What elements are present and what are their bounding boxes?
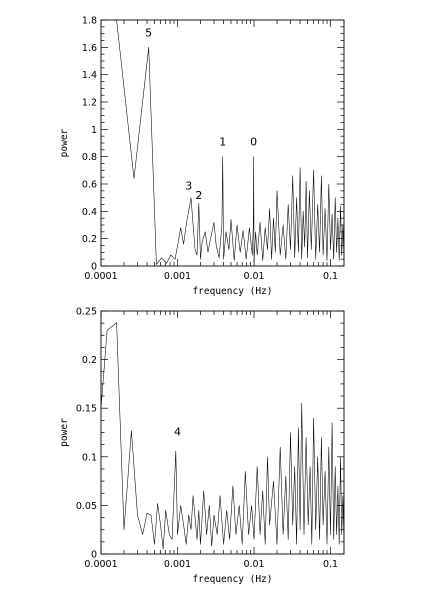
y-tick-label: 0.4 bbox=[82, 207, 97, 218]
y-tick-label: 0.1 bbox=[82, 452, 97, 463]
peak-label: 4 bbox=[174, 425, 181, 438]
y-tick-label: 0.8 bbox=[82, 152, 97, 163]
x-axis-title: frequency (Hz) bbox=[192, 286, 272, 297]
chart-top: 0.0001 0.001 0.01 0.1 0 0.2 0.4 0.6 0.8 1 1.2 1.4 1.… bbox=[59, 16, 345, 297]
y-tick-label: 0 bbox=[91, 550, 97, 561]
y-axis-title: power bbox=[59, 128, 70, 157]
peak-label: 3 bbox=[185, 179, 192, 192]
y-tick-label: 0.2 bbox=[82, 234, 97, 245]
y-axis-title: power bbox=[59, 418, 70, 447]
y-tick-label: 0.2 bbox=[82, 355, 97, 366]
x-tick-label: 0.1 bbox=[323, 559, 338, 570]
power-spectrum-line bbox=[116, 20, 344, 265]
y-tick-label: 1.8 bbox=[82, 16, 97, 27]
plot-frame bbox=[100, 310, 345, 555]
chart-bottom: 0.0001 0.001 0.01 0.1 0 0.05 0.1 0.15 0.2 0.25 fre… bbox=[59, 307, 345, 585]
peak-label: 5 bbox=[145, 26, 152, 39]
y-tick-label: 1.4 bbox=[82, 70, 97, 81]
x-tick-label: 0.01 bbox=[243, 271, 264, 282]
y-tick-label: 0.15 bbox=[76, 404, 97, 415]
y-tick-label: 0.6 bbox=[82, 180, 97, 191]
y-tick-label: 1.6 bbox=[82, 43, 97, 54]
x-tick-label: 0.001 bbox=[164, 271, 191, 282]
x-tick-label: 0.001 bbox=[164, 559, 191, 570]
x-axis-title: frequency (Hz) bbox=[192, 574, 272, 585]
power-spectrum-line bbox=[101, 322, 344, 550]
y-tick-label: 1 bbox=[91, 125, 97, 136]
y-tick-label: 1.2 bbox=[82, 98, 97, 109]
x-tick-label: 0.0001 bbox=[84, 559, 117, 570]
y-tick-label: 0.25 bbox=[76, 307, 97, 318]
peak-label: 0 bbox=[250, 136, 257, 149]
peak-label: 1 bbox=[219, 136, 226, 149]
x-tick-label: 0.0001 bbox=[84, 271, 117, 282]
y-tick-label: 0 bbox=[91, 262, 97, 273]
x-tick-label: 0.01 bbox=[243, 559, 264, 570]
peak-label: 2 bbox=[195, 189, 202, 202]
y-tick-label: 0.05 bbox=[76, 501, 97, 512]
x-tick-label: 0.1 bbox=[323, 271, 338, 282]
